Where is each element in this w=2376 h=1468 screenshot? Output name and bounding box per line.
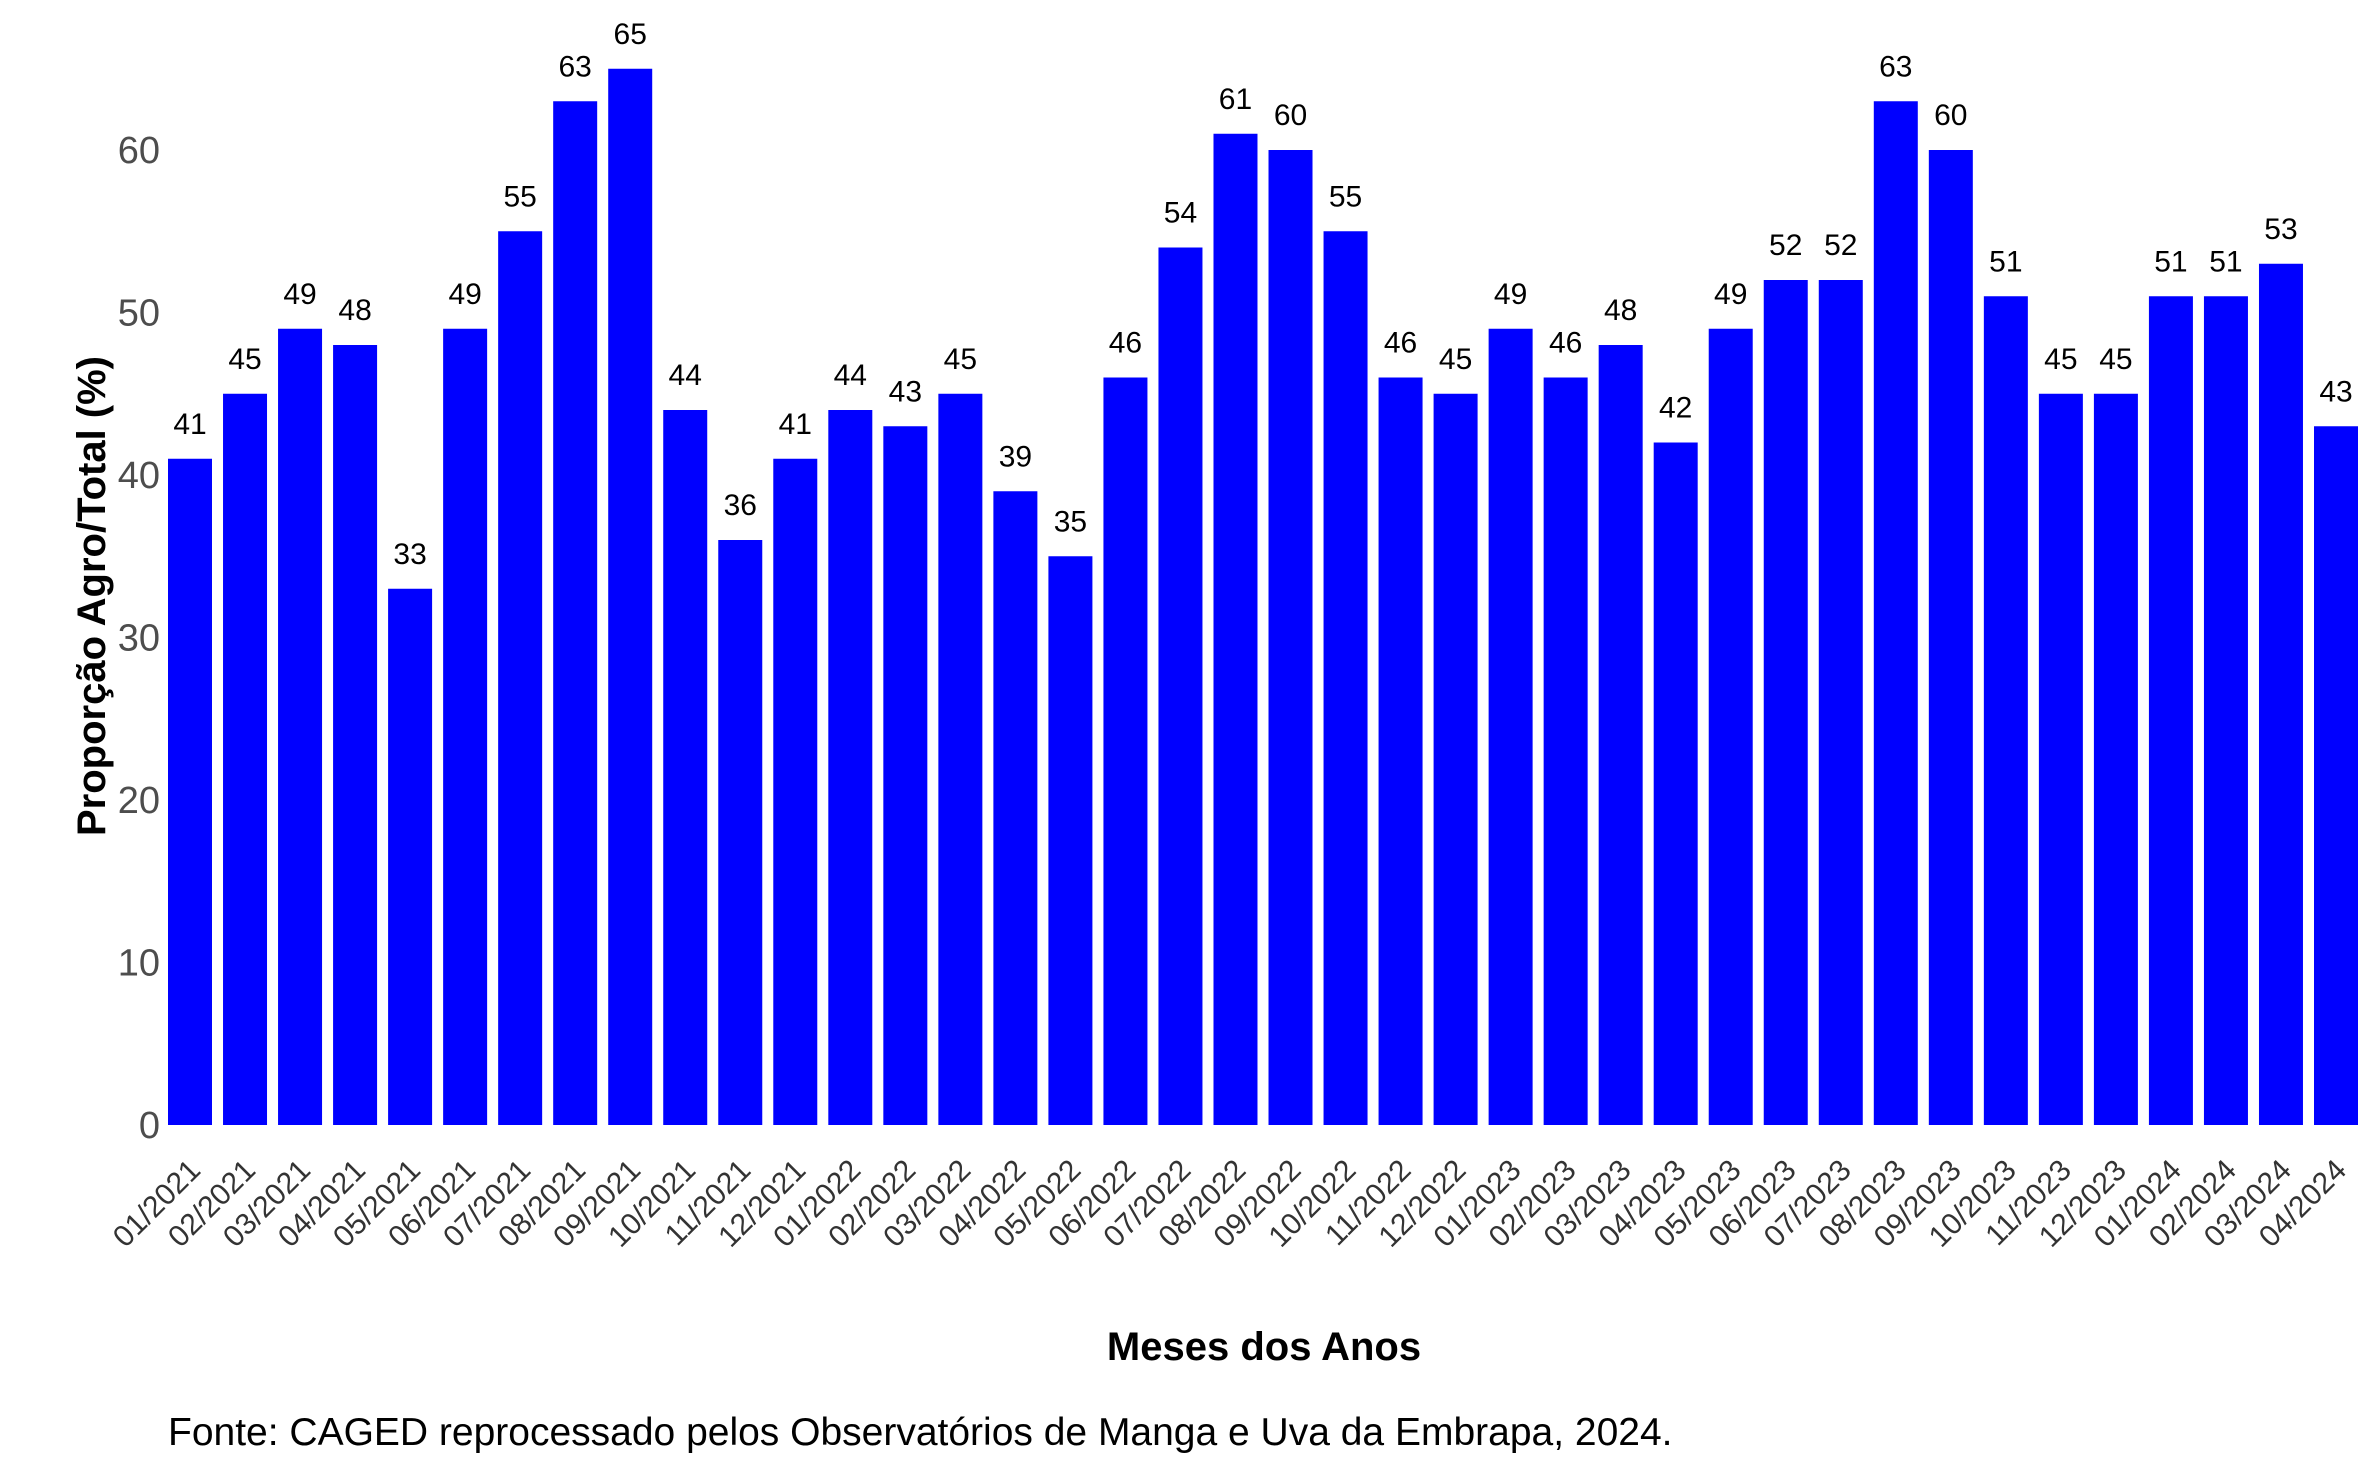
data-label: 52 bbox=[1769, 229, 1802, 262]
bar bbox=[223, 393, 268, 1125]
bar bbox=[1928, 150, 1973, 1125]
data-label: 55 bbox=[503, 180, 536, 213]
data-label: 51 bbox=[1989, 245, 2022, 278]
data-label: 48 bbox=[338, 294, 371, 327]
bar bbox=[1983, 296, 2028, 1125]
bar bbox=[388, 588, 433, 1125]
bar bbox=[2148, 296, 2193, 1125]
data-label: 45 bbox=[1439, 343, 1472, 376]
bar bbox=[828, 410, 873, 1125]
bar bbox=[498, 231, 543, 1125]
bar bbox=[1213, 133, 1258, 1125]
bar bbox=[1488, 328, 1533, 1125]
data-label: 43 bbox=[2319, 375, 2352, 408]
data-label: 46 bbox=[1384, 327, 1417, 360]
data-label: 49 bbox=[1714, 278, 1747, 311]
x-axis-title: Meses dos Anos bbox=[1107, 1325, 1421, 1369]
bars bbox=[168, 68, 2358, 1125]
data-label: 60 bbox=[1934, 99, 1967, 132]
y-tick-label: 50 bbox=[118, 293, 160, 335]
y-tick-label: 10 bbox=[118, 943, 160, 985]
bar bbox=[1818, 280, 1863, 1125]
y-tick-label: 20 bbox=[118, 780, 160, 822]
data-label: 45 bbox=[2099, 343, 2132, 376]
data-label: 49 bbox=[1494, 278, 1527, 311]
caption: Fonte: CAGED reprocessado pelos Observat… bbox=[168, 1411, 1672, 1454]
bar bbox=[2093, 393, 2138, 1125]
bar bbox=[663, 410, 708, 1125]
data-label: 55 bbox=[1329, 180, 1362, 213]
bar bbox=[333, 345, 378, 1125]
data-label: 63 bbox=[558, 50, 591, 83]
data-label: 52 bbox=[1824, 229, 1857, 262]
data-label: 41 bbox=[779, 408, 812, 441]
data-label: 60 bbox=[1274, 99, 1307, 132]
bar bbox=[2314, 426, 2358, 1125]
bar bbox=[993, 491, 1038, 1125]
data-label: 43 bbox=[889, 375, 922, 408]
bar bbox=[553, 101, 598, 1125]
bar bbox=[1378, 377, 1423, 1125]
bar bbox=[168, 458, 212, 1125]
bar bbox=[1048, 556, 1093, 1125]
data-label: 53 bbox=[2264, 213, 2297, 246]
bar bbox=[443, 328, 488, 1125]
data-label: 41 bbox=[173, 408, 206, 441]
data-label: 45 bbox=[944, 343, 977, 376]
y-tick-label: 30 bbox=[118, 618, 160, 660]
bar bbox=[1543, 377, 1588, 1125]
data-label: 36 bbox=[724, 489, 757, 522]
data-label: 51 bbox=[2154, 245, 2187, 278]
bar bbox=[773, 458, 818, 1125]
data-label: 61 bbox=[1219, 83, 1252, 116]
bar bbox=[1433, 393, 1478, 1125]
y-axis-title: Proporção Agro/Total (%) bbox=[70, 356, 114, 836]
bar bbox=[1268, 150, 1313, 1125]
data-label: 46 bbox=[1109, 327, 1142, 360]
y-tick-label: 40 bbox=[118, 455, 160, 497]
data-label: 35 bbox=[1054, 505, 1087, 538]
bar bbox=[883, 426, 928, 1125]
data-label: 45 bbox=[2044, 343, 2077, 376]
data-label: 63 bbox=[1879, 50, 1912, 83]
bar bbox=[1873, 101, 1918, 1125]
bar bbox=[718, 540, 763, 1125]
data-label: 39 bbox=[999, 440, 1032, 473]
bar bbox=[2038, 393, 2083, 1125]
bar bbox=[938, 393, 983, 1125]
data-label: 51 bbox=[2209, 245, 2242, 278]
data-label: 33 bbox=[393, 538, 426, 571]
bar bbox=[1323, 231, 1368, 1125]
x-axis-ticks: 01/202102/202103/202104/202105/202106/20… bbox=[107, 1154, 2353, 1254]
data-label: 54 bbox=[1164, 197, 1197, 230]
bar bbox=[2203, 296, 2248, 1125]
data-label: 45 bbox=[228, 343, 261, 376]
bar bbox=[2258, 263, 2303, 1125]
bar bbox=[1598, 345, 1643, 1125]
bar bbox=[278, 328, 323, 1125]
data-label: 46 bbox=[1549, 327, 1582, 360]
y-tick-label: 0 bbox=[139, 1105, 160, 1147]
data-label: 42 bbox=[1659, 392, 1692, 425]
bar bbox=[1158, 247, 1203, 1125]
data-label: 49 bbox=[283, 278, 316, 311]
bar bbox=[1653, 442, 1698, 1125]
y-axis-ticks: 0 10 20 30 40 50 60 bbox=[118, 130, 160, 1147]
bar bbox=[1103, 377, 1148, 1125]
data-label: 49 bbox=[448, 278, 481, 311]
bar bbox=[1763, 280, 1808, 1125]
data-label: 48 bbox=[1604, 294, 1637, 327]
y-tick-label: 60 bbox=[118, 130, 160, 172]
data-label: 44 bbox=[834, 359, 867, 392]
data-labels: 41 45 49 48 33 49 55 63 65 44 36 41 44 43 45 39 35 46 54 61… bbox=[173, 18, 2352, 571]
bar bbox=[1708, 328, 1753, 1125]
data-label: 65 bbox=[614, 18, 647, 51]
bar bbox=[608, 68, 653, 1125]
data-label: 44 bbox=[669, 359, 702, 392]
